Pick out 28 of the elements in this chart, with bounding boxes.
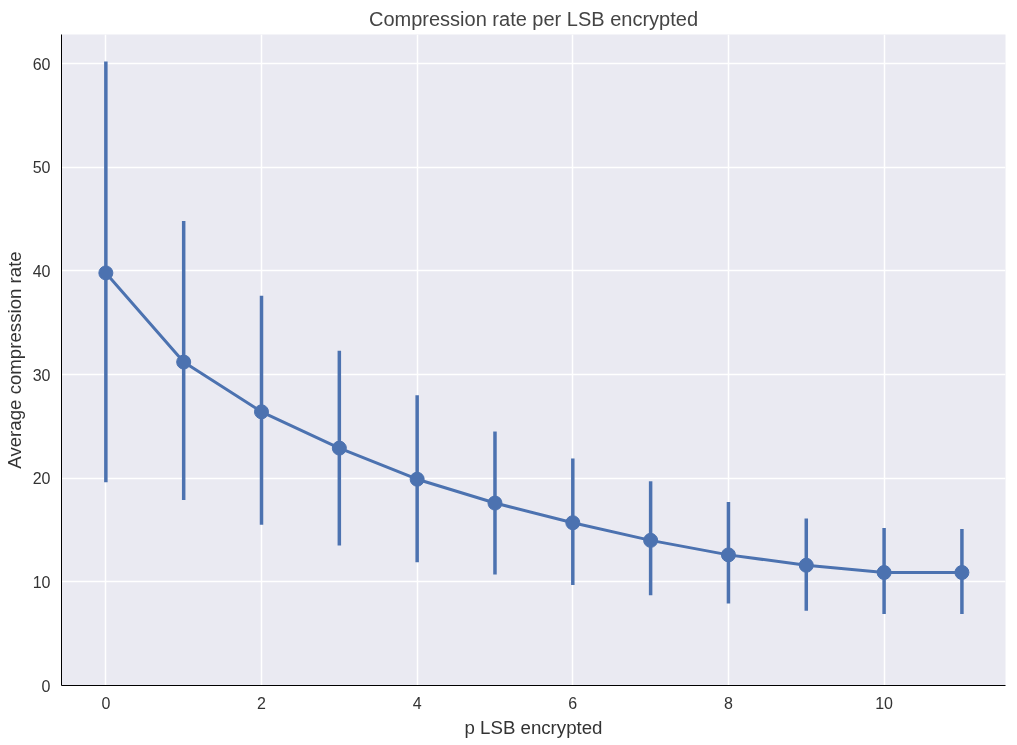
x-tick-label: 2 — [257, 694, 267, 712]
x-tick-label: 0 — [101, 694, 111, 712]
point — [565, 515, 581, 531]
point — [331, 440, 347, 456]
point — [954, 565, 970, 580]
x-tick-label: 10 — [875, 694, 894, 712]
point — [98, 265, 114, 281]
y-tick-label: 20 — [32, 470, 51, 488]
point — [176, 354, 192, 370]
point — [409, 471, 425, 487]
y-tick-label: 30 — [32, 366, 51, 384]
y-tick-label: 0 — [41, 677, 51, 695]
x-tick-label: 8 — [724, 694, 733, 712]
x-tick-label: 6 — [568, 694, 578, 712]
y-tick-label: 60 — [32, 55, 51, 73]
y-tick-label: 50 — [32, 159, 51, 177]
x-axis-title: p LSB encrypted — [464, 716, 603, 738]
point — [720, 547, 736, 563]
point — [798, 557, 814, 573]
y-tick-label: 10 — [32, 573, 51, 591]
point — [876, 565, 892, 580]
y-axis-title: Average compression rate — [3, 251, 25, 469]
chart-title: Compression rate per LSB encrypted — [368, 7, 699, 30]
point — [487, 495, 503, 511]
x-tick-label: 4 — [412, 694, 422, 712]
y-tick-label: 40 — [32, 262, 51, 280]
point — [643, 532, 659, 548]
point — [254, 404, 270, 420]
